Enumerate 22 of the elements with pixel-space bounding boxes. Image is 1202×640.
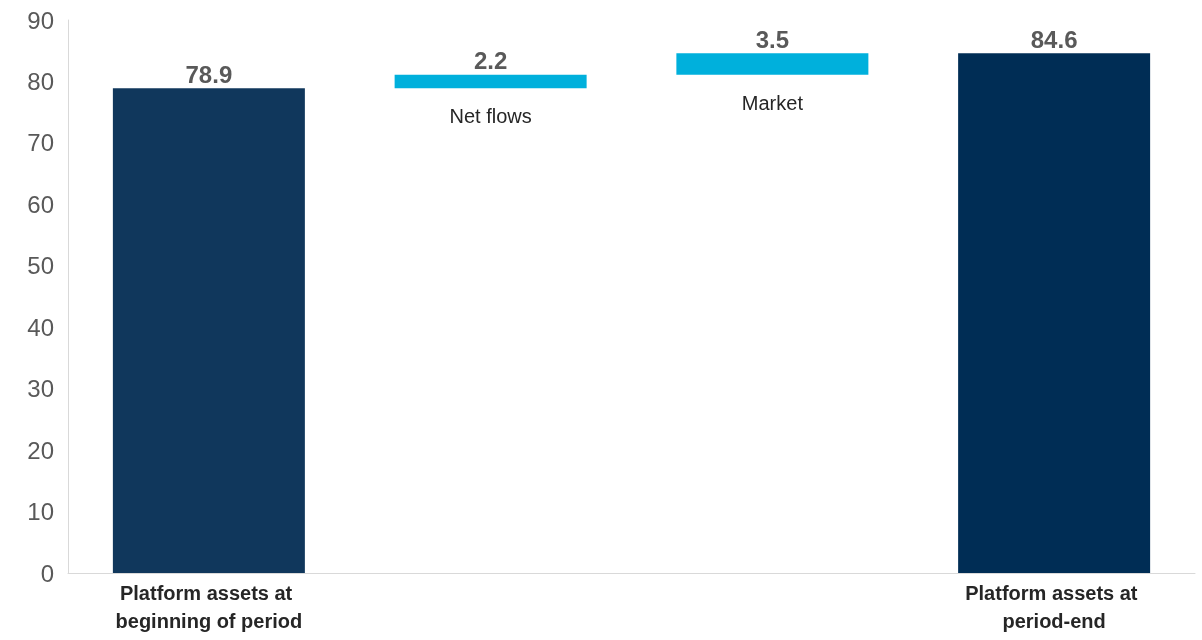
data-label: 78.9 (185, 60, 233, 88)
bar (958, 53, 1151, 573)
y-tick-label: 10 (27, 498, 54, 526)
x-tick-label: Market (741, 91, 804, 114)
y-tick-label: 20 (27, 436, 54, 464)
y-tick-label: 70 (27, 129, 54, 157)
y-tick-label: 30 (27, 375, 54, 403)
data-label: 84.6 (1030, 25, 1078, 53)
y-tick-label: 50 (27, 252, 54, 280)
y-tick-label: 0 (40, 559, 54, 587)
y-tick-label: 40 (27, 313, 54, 341)
data-label: 3.5 (755, 25, 790, 53)
x-tick-label: Platform assets at period-end (965, 582, 1144, 632)
x-tick-label: Platform assets at beginning of period (115, 582, 303, 632)
y-tick-label: 60 (27, 190, 54, 218)
bar (112, 88, 305, 573)
data-label: 2.2 (473, 47, 508, 75)
x-tick-label: Net flows (449, 105, 532, 128)
bar (676, 53, 869, 75)
y-tick-label: 80 (27, 67, 54, 95)
bar (394, 74, 587, 89)
y-tick-label: 90 (27, 6, 54, 34)
